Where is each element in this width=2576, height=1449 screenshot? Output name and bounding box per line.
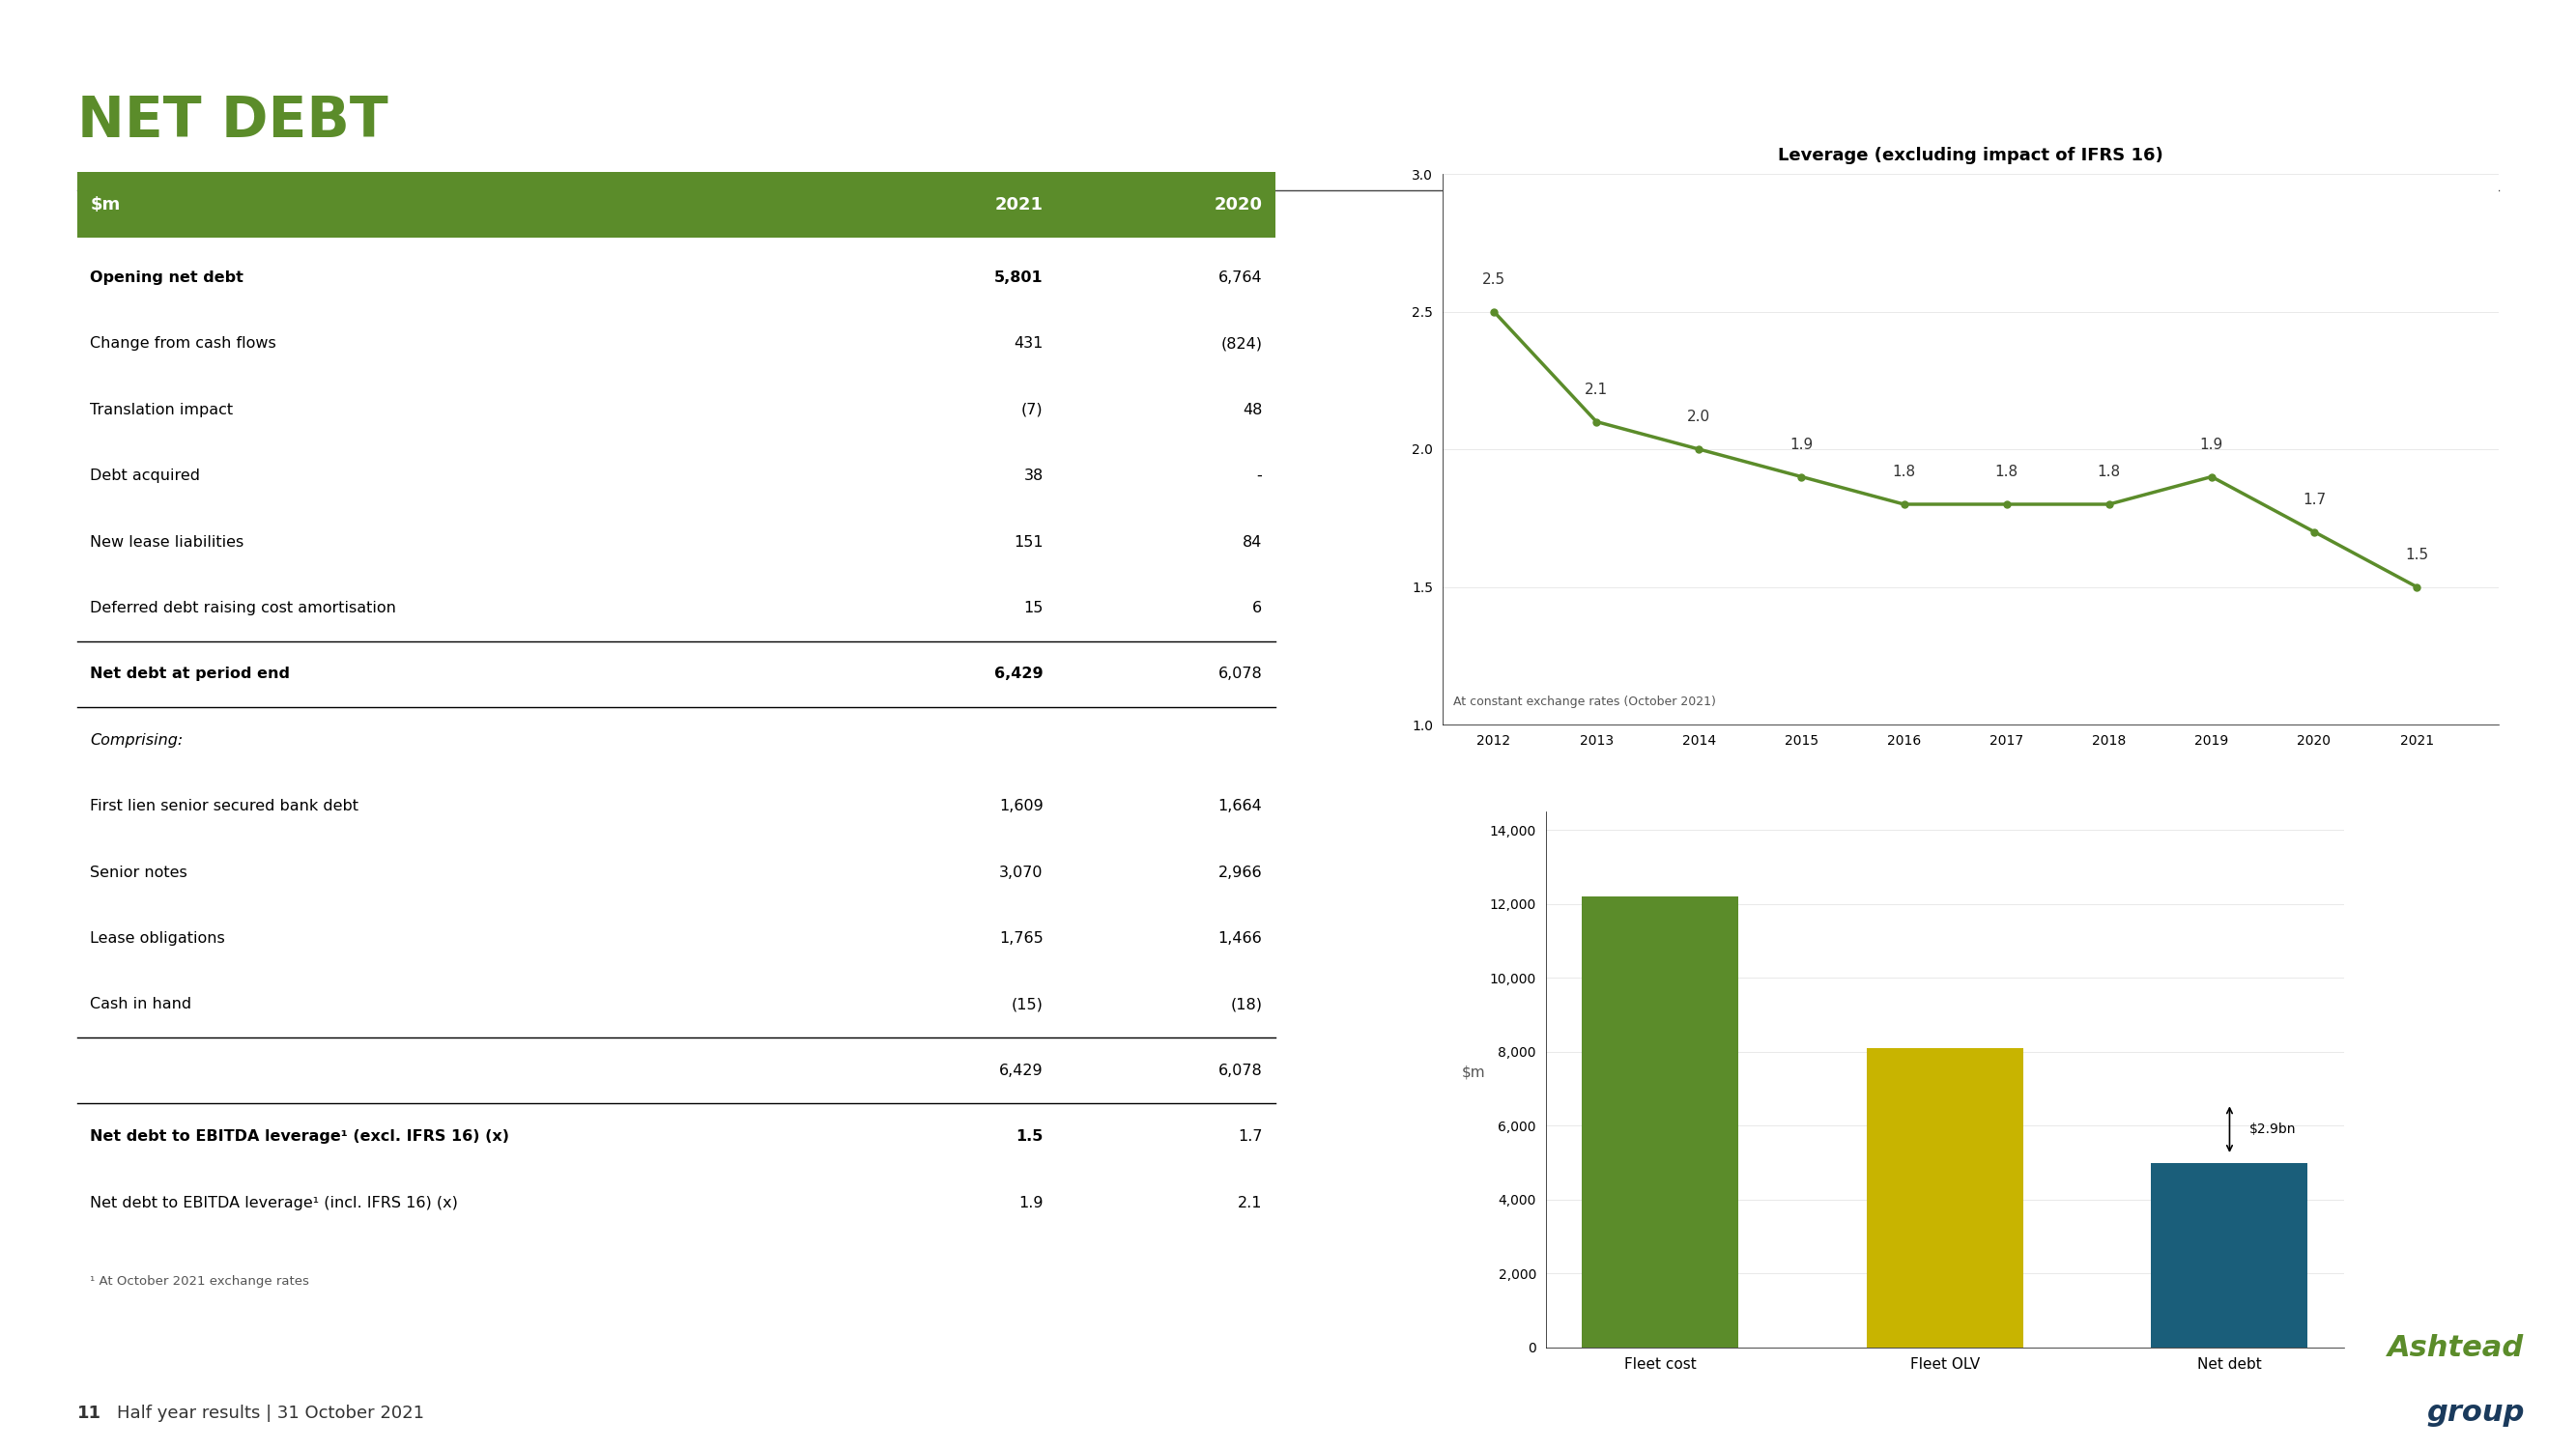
- Title: Leverage (excluding impact of IFRS 16): Leverage (excluding impact of IFRS 16): [1777, 146, 2164, 164]
- Bar: [2151, 1162, 2308, 1348]
- Text: Cash in hand: Cash in hand: [90, 997, 191, 1011]
- Text: 1.7: 1.7: [2303, 493, 2326, 507]
- Text: group: group: [2427, 1398, 2524, 1427]
- Text: Comprising:: Comprising:: [90, 733, 183, 748]
- Text: $m: $m: [90, 196, 121, 213]
- Bar: [1868, 1048, 2022, 1348]
- Text: Net debt to EBITDA leverage¹ (incl. IFRS 16) (x): Net debt to EBITDA leverage¹ (incl. IFRS…: [90, 1195, 459, 1210]
- Text: 15: 15: [1023, 601, 1043, 616]
- Text: Deferred debt raising cost amortisation: Deferred debt raising cost amortisation: [90, 601, 397, 616]
- Text: 2.5: 2.5: [1481, 272, 1504, 287]
- Text: 431: 431: [1015, 336, 1043, 351]
- Text: First lien senior secured bank debt: First lien senior secured bank debt: [90, 798, 358, 813]
- Text: Half year results | 31 October 2021: Half year results | 31 October 2021: [116, 1404, 425, 1421]
- Text: 1.9: 1.9: [2200, 438, 2223, 452]
- Text: 1.5: 1.5: [2406, 548, 2429, 562]
- FancyBboxPatch shape: [77, 171, 1275, 238]
- Text: 6,764: 6,764: [1218, 271, 1262, 285]
- Text: 2.1: 2.1: [1584, 383, 1607, 397]
- Text: 11: 11: [77, 1404, 100, 1421]
- Text: 2.0: 2.0: [1687, 410, 1710, 425]
- Text: 2021: 2021: [994, 196, 1043, 213]
- Text: 84: 84: [1242, 535, 1262, 549]
- Text: 1.8: 1.8: [2097, 465, 2120, 480]
- Text: 1.8: 1.8: [1994, 465, 2017, 480]
- Text: NET DEBT: NET DEBT: [77, 94, 389, 149]
- Text: 5,801: 5,801: [994, 271, 1043, 285]
- Text: 38: 38: [1023, 468, 1043, 483]
- Text: 1,466: 1,466: [1218, 932, 1262, 946]
- Text: 6,078: 6,078: [1218, 1064, 1262, 1078]
- Text: Senior notes: Senior notes: [90, 865, 188, 880]
- Text: -: -: [1257, 468, 1262, 483]
- Text: Translation impact: Translation impact: [90, 403, 234, 417]
- Y-axis label: $m: $m: [1461, 1065, 1486, 1080]
- Text: 2,966: 2,966: [1218, 865, 1262, 880]
- Text: 6: 6: [1252, 601, 1262, 616]
- Text: Change from cash flows: Change from cash flows: [90, 336, 276, 351]
- Text: Net debt at period end: Net debt at period end: [90, 667, 291, 681]
- Text: (15): (15): [1012, 997, 1043, 1011]
- Text: (824): (824): [1221, 336, 1262, 351]
- Text: 2020: 2020: [1213, 196, 1262, 213]
- Text: Ashtead: Ashtead: [2388, 1333, 2524, 1362]
- Text: (7): (7): [1023, 403, 1043, 417]
- Text: 1.9: 1.9: [1018, 1195, 1043, 1210]
- Text: 151: 151: [1015, 535, 1043, 549]
- Text: 3,070: 3,070: [999, 865, 1043, 880]
- Text: 2.1: 2.1: [1236, 1195, 1262, 1210]
- Text: (18): (18): [1231, 997, 1262, 1011]
- Text: 1.8: 1.8: [1893, 465, 1917, 480]
- Text: 6,078: 6,078: [1218, 667, 1262, 681]
- Text: Lease obligations: Lease obligations: [90, 932, 224, 946]
- Text: 48: 48: [1242, 403, 1262, 417]
- Text: 6,429: 6,429: [999, 1064, 1043, 1078]
- Text: 1.7: 1.7: [1236, 1129, 1262, 1143]
- Bar: [1582, 897, 1739, 1348]
- Text: 1.9: 1.9: [1790, 438, 1814, 452]
- Text: Opening net debt: Opening net debt: [90, 271, 245, 285]
- Text: At constant exchange rates (October 2021): At constant exchange rates (October 2021…: [1453, 696, 1716, 709]
- Text: 1,664: 1,664: [1218, 798, 1262, 813]
- Text: 6,429: 6,429: [994, 667, 1043, 681]
- Text: 1,765: 1,765: [999, 932, 1043, 946]
- Text: Net debt to EBITDA leverage¹ (excl. IFRS 16) (x): Net debt to EBITDA leverage¹ (excl. IFRS…: [90, 1129, 510, 1143]
- Text: 1,609: 1,609: [999, 798, 1043, 813]
- Text: $2.9bn: $2.9bn: [2249, 1123, 2295, 1136]
- Text: 1.5: 1.5: [1015, 1129, 1043, 1143]
- Text: New lease liabilities: New lease liabilities: [90, 535, 245, 549]
- Text: ¹ At October 2021 exchange rates: ¹ At October 2021 exchange rates: [90, 1275, 309, 1288]
- Text: Debt acquired: Debt acquired: [90, 468, 201, 483]
